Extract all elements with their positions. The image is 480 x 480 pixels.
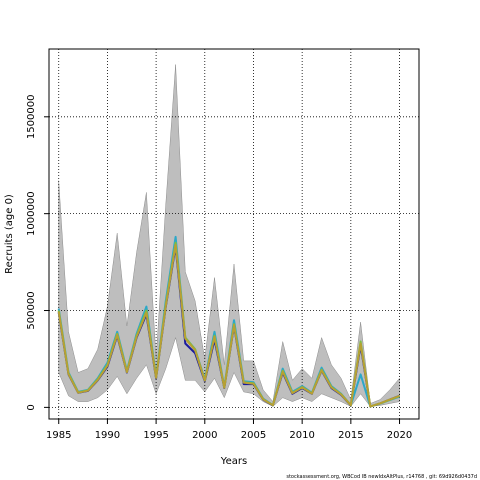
x-tick-label: 2020 xyxy=(387,430,412,441)
y-axis-title: Recruits (age 0) xyxy=(4,194,15,274)
x-tick-label: 2015 xyxy=(338,430,363,441)
series-line-4 xyxy=(57,243,400,408)
y-tick-label: 0 xyxy=(26,404,37,410)
x-tick-label: 2005 xyxy=(241,430,266,441)
x-tick-label: 1990 xyxy=(95,430,120,441)
y-tick-label: 1500000 xyxy=(26,95,37,140)
x-tick-label: 2000 xyxy=(192,430,217,441)
y-tick-label: 1000000 xyxy=(26,191,37,236)
series-layer xyxy=(57,235,400,408)
x-tick-label: 1995 xyxy=(143,430,168,441)
footer-credit: stockassessment.org, WBCod IB newIdxAltP… xyxy=(286,474,477,480)
plot-frame xyxy=(48,48,420,420)
axis-layer: 1985 1990 1995 2000 2005 2010 2015 2020 0 500000 1… xyxy=(26,95,412,441)
x-axis-title: Years xyxy=(220,456,247,467)
x-tick-label: 1985 xyxy=(46,430,71,441)
y-tick-label: 500000 xyxy=(26,291,37,329)
x-tick-label: 2010 xyxy=(289,430,314,441)
